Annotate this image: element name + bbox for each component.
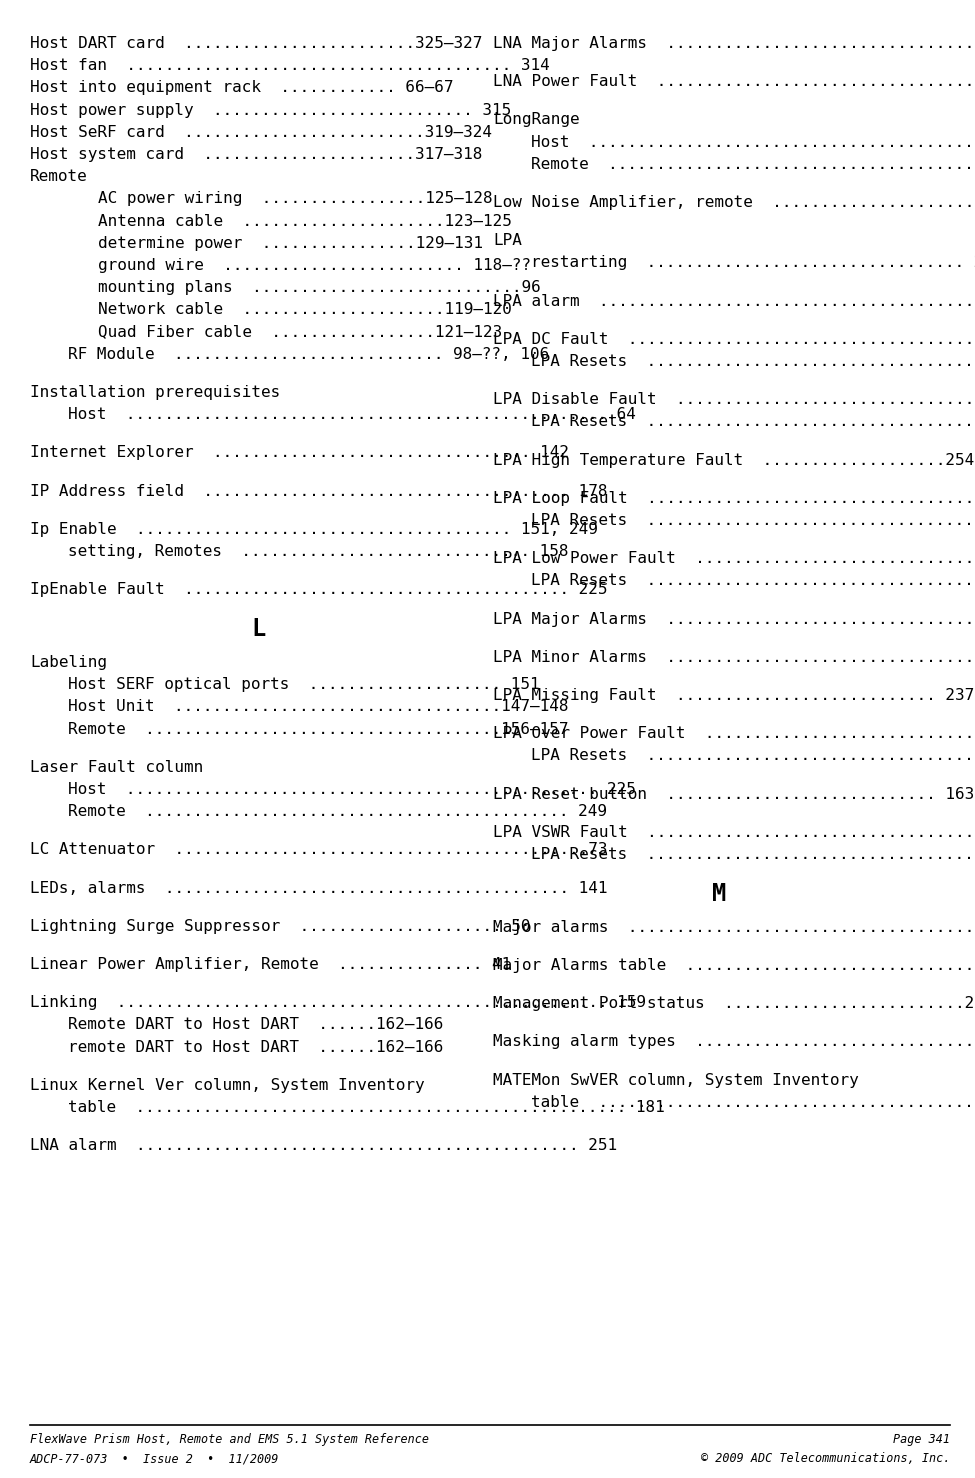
Text: remote DART to Host DART  ......162–166: remote DART to Host DART ......162–166 [68, 1039, 444, 1054]
Text: Labeling: Labeling [30, 655, 107, 670]
Text: Host system card  ......................317–318: Host system card ......................3… [30, 146, 483, 163]
Text: Host fan  ........................................ 314: Host fan ...............................… [30, 58, 550, 74]
Text: Antenna cable  .....................123–125: Antenna cable .....................123–1… [98, 214, 512, 229]
Text: Remote  ............................................249: Remote .................................… [531, 157, 975, 171]
Text: Host into equipment rack  ............ 66–67: Host into equipment rack ............ 66… [30, 80, 453, 96]
Text: Installation prerequisites: Installation prerequisites [30, 384, 280, 401]
Text: ADCP-77-073  •  Issue 2  •  11/2009: ADCP-77-073 • Issue 2 • 11/2009 [30, 1451, 280, 1465]
Text: LPA VSWR Fault  .....................................254: LPA VSWR Fault .........................… [493, 825, 975, 840]
Text: Network cable  .....................119–120: Network cable .....................119–1… [98, 303, 512, 318]
Text: L: L [252, 618, 266, 641]
Text: Host power supply  ........................... 315: Host power supply ......................… [30, 102, 511, 118]
Text: LPA Reset button  ............................ 163, 236: LPA Reset button .......................… [493, 786, 975, 801]
Text: LPA Resets  .......................................237: LPA Resets .............................… [531, 355, 975, 370]
Text: Page 341: Page 341 [893, 1432, 950, 1445]
Text: Remote  ............................................ 249: Remote .................................… [68, 804, 607, 819]
Text: LPA Over Power Fault  .............................254: LPA Over Power Fault ...................… [493, 726, 975, 740]
Text: LongRange: LongRange [493, 112, 579, 127]
Text: RF Module  ............................ 98–??, 106: RF Module ............................ 9… [68, 347, 549, 362]
Text: Linear Power Amplifier, Remote  ............... 41: Linear Power Amplifier, Remote .........… [30, 956, 511, 973]
Text: LEDs, alarms  .......................................... 141: LEDs, alarms ...........................… [30, 881, 607, 896]
Text: Host  ................................................. 225: Host ...................................… [68, 782, 636, 797]
Text: LPA Disable Fault  ....................................254: LPA Disable Fault ......................… [493, 392, 975, 408]
Text: Linux Kernel Ver column, System Inventory: Linux Kernel Ver column, System Inventor… [30, 1077, 425, 1092]
Text: Remote: Remote [30, 168, 88, 185]
Text: Low Noise Amplifier, remote  .....................40: Low Noise Amplifier, remote ............… [493, 195, 975, 210]
Text: Internet Explorer  ................................. 142: Internet Explorer ......................… [30, 445, 569, 461]
Text: Major alarms  ..........................................141: Major alarms ...........................… [493, 919, 975, 934]
Text: © 2009 ADC Telecommunications, Inc.: © 2009 ADC Telecommunications, Inc. [701, 1451, 950, 1465]
Text: IP Address field  ...................................... 178: IP Address field .......................… [30, 483, 607, 498]
Text: LPA Missing Fault  ........................... 237, 254: LPA Missing Fault ......................… [493, 687, 975, 704]
Text: Major Alarms table  .................................242: Major Alarms table .....................… [493, 958, 975, 973]
Text: Ip Enable  ....................................... 151, 249: Ip Enable ..............................… [30, 522, 598, 537]
Text: LPA Resets  .......................................237: LPA Resets .............................… [531, 748, 975, 764]
Text: IpEnable Fault  ........................................ 225: IpEnable Fault .........................… [30, 582, 607, 597]
Text: LPA Resets  .......................................237: LPA Resets .............................… [531, 513, 975, 528]
Text: Remote  .....................................156–157: Remote .................................… [68, 721, 568, 736]
Text: mounting plans  ............................96: mounting plans .........................… [98, 281, 541, 296]
Text: Laser Fault column: Laser Fault column [30, 760, 203, 774]
Text: setting, Remotes  .............................. 158: setting, Remotes .......................… [68, 544, 568, 559]
Text: LC Attenuator  ...........................................73: LC Attenuator ..........................… [30, 842, 607, 857]
Text: Host SeRF card  .........................319–324: Host SeRF card .........................… [30, 124, 492, 140]
Text: table  ................................................... 181: table ..................................… [68, 1100, 665, 1114]
Text: MATEMon SwVER column, System Inventory: MATEMon SwVER column, System Inventory [493, 1073, 859, 1088]
Text: ground wire  ......................... 118–??: ground wire ......................... 11… [98, 259, 531, 273]
Text: Masking alarm types  ..............................260: Masking alarm types ....................… [493, 1035, 975, 1049]
Text: table  ...................................................181: table ..................................… [531, 1095, 975, 1110]
Text: LNA Power Fault  ......................................254: LNA Power Fault ........................… [493, 74, 975, 89]
Text: LPA Resets  .......................................237: LPA Resets .............................… [531, 573, 975, 588]
Text: Lightning Surge Suppressor  ..................... 50: Lightning Surge Suppressor .............… [30, 919, 530, 934]
Text: LPA alarm  ...............................................250: LPA alarm ..............................… [493, 294, 975, 309]
Text: LPA DC Fault  ..........................................254: LPA DC Fault ...........................… [493, 331, 975, 347]
Text: Management Port status  .........................218: Management Port status .................… [493, 996, 975, 1011]
Text: AC power wiring  .................125–128: AC power wiring .................125–128 [98, 191, 492, 207]
Text: Host  ...................................................64: Host ...................................… [68, 408, 636, 423]
Text: LPA Resets  .......................................237: LPA Resets .............................… [531, 847, 975, 862]
Text: Remote DART to Host DART  ......162–166: Remote DART to Host DART ......162–166 [68, 1017, 444, 1032]
Text: LPA Minor Alarms  ...................................254: LPA Minor Alarms .......................… [493, 650, 975, 665]
Text: Linking  ................................................... 159: Linking ................................… [30, 995, 646, 1009]
Text: Host Unit  ..................................147–148: Host Unit ..............................… [68, 699, 568, 714]
Text: determine power  ................129–131: determine power ................129–131 [98, 236, 483, 251]
Text: M: M [712, 882, 726, 906]
Text: LPA Resets  .......................................236: LPA Resets .............................… [531, 414, 975, 430]
Text: LPA High Temperature Fault  ...................254: LPA High Temperature Fault .............… [493, 452, 974, 467]
Text: LPA Major Alarms  ...................................254: LPA Major Alarms .......................… [493, 612, 975, 627]
Text: LPA: LPA [493, 234, 522, 248]
Text: LNA Major Alarms  ...................................254: LNA Major Alarms .......................… [493, 35, 975, 52]
Text: Host DART card  ........................325–327: Host DART card ........................3… [30, 35, 483, 52]
Text: LNA alarm  .............................................. 251: LNA alarm ..............................… [30, 1138, 617, 1153]
Text: FlexWave Prism Host, Remote and EMS 5.1 System Reference: FlexWave Prism Host, Remote and EMS 5.1 … [30, 1432, 429, 1445]
Text: LPA Loop Fault  .......................................254: LPA Loop Fault .........................… [493, 491, 975, 505]
Text: LPA Low Power Fault  .............................254: LPA Low Power Fault ....................… [493, 551, 975, 566]
Text: Host  .................................................225: Host ...................................… [531, 134, 975, 149]
Text: restarting  ................................. 236–239: restarting .............................… [531, 256, 975, 270]
Text: Quad Fiber cable  .................121–123: Quad Fiber cable .................121–12… [98, 325, 502, 340]
Text: Host SERF optical ports  .................... 151: Host SERF optical ports ................… [68, 677, 539, 692]
